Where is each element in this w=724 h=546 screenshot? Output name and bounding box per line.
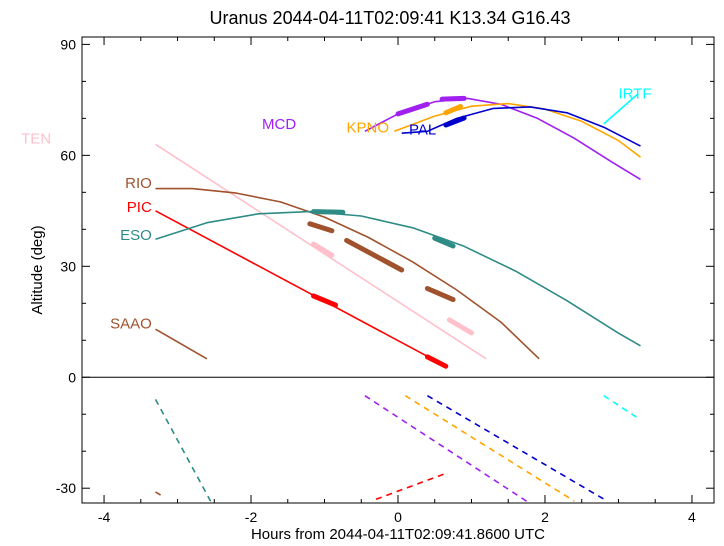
observing-window-ten — [311, 241, 335, 258]
below-horizon-line-rio — [155, 491, 162, 497]
y-tick-label: 30 — [60, 258, 76, 274]
below-horizon-line-eso — [154, 399, 212, 502]
observing-window-rio — [344, 237, 405, 273]
site-label-rio: RIO — [125, 175, 152, 192]
site-label-ten: TEN — [21, 131, 51, 148]
observing-window-kpno — [443, 104, 463, 116]
y-tick-label: 60 — [60, 147, 76, 163]
x-tick-label: -2 — [245, 509, 258, 525]
observing-window-pic — [311, 293, 338, 308]
site-label-pic: PIC — [127, 199, 152, 216]
altitude-line-pic — [155, 210, 447, 367]
below-horizon-line-kpno — [404, 395, 575, 502]
y-tick-label: 0 — [68, 369, 76, 385]
altitude-line-pal — [401, 106, 641, 147]
x-tick-label: 0 — [394, 509, 402, 525]
plot-area — [154, 92, 641, 502]
altitude-line-saao — [155, 328, 208, 360]
series-pic — [155, 210, 449, 501]
site-label-pal: PAL — [409, 121, 436, 138]
site-label-mcd: MCD — [262, 116, 296, 133]
altitude-line-irtf — [603, 92, 639, 125]
observing-window-eso — [432, 235, 456, 249]
series-irtf — [603, 92, 641, 421]
series-eso — [154, 209, 641, 502]
below-horizon-line-irtf — [603, 395, 641, 421]
chart-title: Uranus 2044-04-11T02:09:41 K13.34 G16.43 — [210, 8, 571, 28]
observing-window-mcd — [395, 101, 430, 117]
observing-window-pic — [424, 354, 449, 369]
site-labels: TEN RIO PIC ESO SAAO MCD KPNO PAL IRTF — [21, 86, 651, 333]
altitude-line-rio — [155, 187, 540, 360]
x-tick-label: -4 — [98, 509, 111, 525]
site-label-saao: SAAO — [110, 316, 152, 333]
axis-ticks: -4 -2 0 2 4 -30 0 30 60 90 — [56, 36, 714, 525]
series-rio — [155, 187, 540, 497]
observing-window-pal — [443, 115, 467, 128]
x-tick-label: 2 — [541, 509, 549, 525]
observing-window-rio — [307, 221, 335, 234]
observing-window-ten — [446, 317, 474, 336]
below-horizon-line-pal — [426, 395, 608, 502]
y-tick-label: 90 — [60, 36, 76, 52]
altitude-line-ten — [155, 143, 487, 360]
observing-window-mcd — [439, 95, 467, 102]
series-pal — [401, 106, 641, 502]
site-label-kpno: KPNO — [347, 120, 390, 137]
y-tick-label: -30 — [56, 480, 76, 496]
altitude-line-eso — [155, 210, 641, 347]
site-label-eso: ESO — [120, 227, 152, 244]
below-horizon-line-pic — [375, 472, 447, 501]
y-axis-label: Altitude (deg) — [29, 225, 46, 314]
x-axis-label: Hours from 2044-04-11T02:09:41.8600 UTC — [251, 526, 545, 543]
series-ten — [155, 143, 487, 360]
observing-window-eso — [311, 209, 346, 215]
x-tick-label: 4 — [688, 509, 696, 525]
site-label-irtf: IRTF — [618, 86, 651, 103]
observing-window-rio — [424, 286, 456, 303]
series-saao — [155, 328, 208, 360]
